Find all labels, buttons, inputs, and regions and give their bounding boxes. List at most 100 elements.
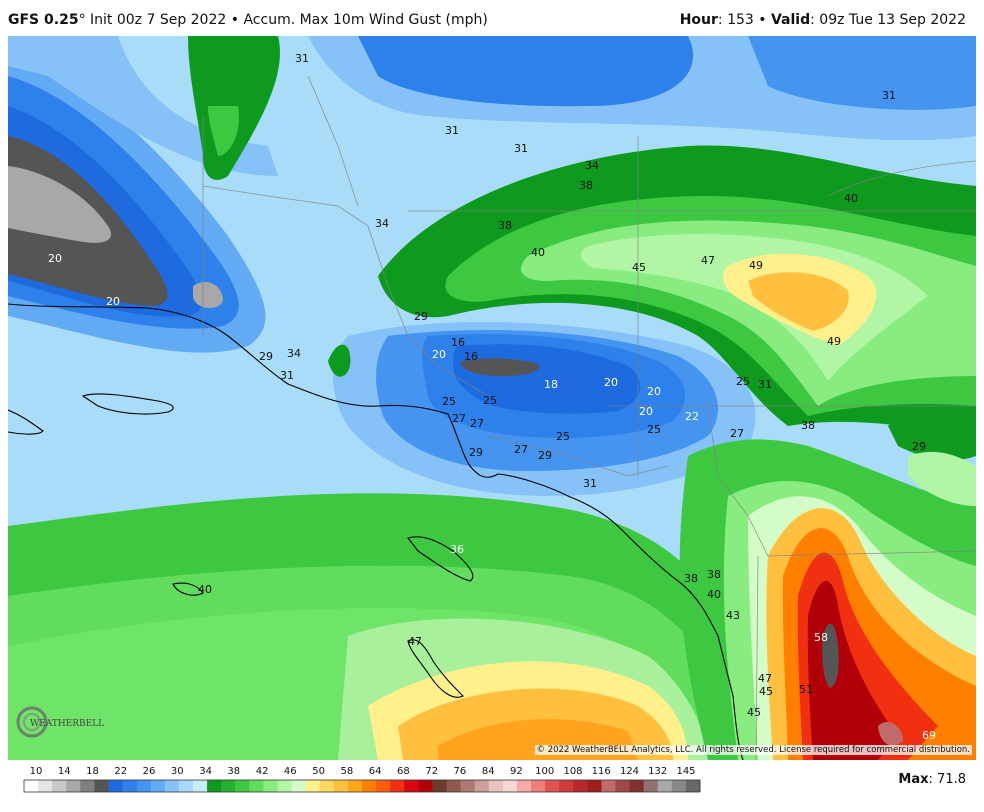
legend-swatch [178,780,194,792]
legend-swatch [221,780,236,792]
contour-label: 34 [287,347,301,360]
header-title: GFS 0.25° Init 00z 7 Sep 2022 • Accum. M… [8,12,488,28]
init-time: Init 00z 7 Sep 2022 [90,12,227,28]
legend-swatch [347,780,363,792]
contour-label: 31 [445,124,459,137]
legend-swatch [150,780,166,792]
legend-swatch [362,780,377,792]
contour-label: 20 [48,252,62,265]
legend-swatch [615,780,630,792]
legend-tick: 92 [510,766,523,777]
legend-swatch [277,780,292,792]
contour-label: 27 [514,443,528,456]
contour-label: 58 [814,631,828,644]
contour-label: 49 [827,335,841,348]
map-header: GFS 0.25° Init 00z 7 Sep 2022 • Accum. M… [0,0,984,36]
legend-tick: 116 [592,766,611,777]
contour-label: 38 [684,572,698,585]
legend-swatch [319,780,335,792]
contour-label: 43 [726,609,740,622]
contour-label: 47 [701,254,715,267]
contour-label: 45 [632,261,646,274]
contour-label: 47 [408,635,422,648]
legend-tick: 58 [341,766,354,777]
contour-label: 69 [922,729,936,742]
legend-swatch [587,780,602,792]
legend-tick: 124 [620,766,639,777]
contour-label: 40 [531,246,545,259]
contour-label: 16 [464,350,478,363]
bullet-separator: • [230,12,240,28]
valid-value: : 09z Tue 13 Sep 2022 [810,12,966,28]
max-label: Max [898,772,929,787]
legend-swatch [573,780,588,792]
contour-label: 40 [707,588,721,601]
legend-swatch [122,780,138,792]
legend-tick: 72 [425,766,438,777]
contour-label: 38 [801,419,815,432]
legend-swatch [502,780,518,792]
contour-label: 31 [758,378,772,391]
legend-swatch [263,780,278,792]
legend-tick: 64 [369,766,382,777]
max-number: : 71.8 [928,772,966,787]
max-value: Max: 71.8 [898,772,966,787]
legend-swatch [474,780,490,792]
legend-swatch [432,780,447,792]
weatherbell-logo: WEATHERBELL [14,702,104,750]
contour-label: 51 [799,683,813,696]
legend-swatch [24,780,39,792]
legend-swatch [80,780,95,792]
legend-swatch [164,780,180,792]
contour-label: 31 [514,142,528,155]
legend-swatch [404,780,419,792]
coastline-boundaries [8,303,744,760]
contour-label: 27 [452,412,466,425]
legend-tick: 22 [114,766,127,777]
legend-swatch [671,780,687,792]
legend-tick: 145 [676,766,695,777]
legend-tick: 42 [256,766,269,777]
legend-tick: 26 [143,766,156,777]
legend-swatch [235,780,250,792]
legend-outline [23,779,701,793]
legend-swatch [249,780,264,792]
legend-swatch [390,780,405,792]
model-name: GFS 0.25 [8,12,79,28]
contour-label: 25 [647,423,661,436]
contour-label: 49 [749,259,763,272]
color-legend: 10 14 18 22 26 30 34 38 42 46 50 58 64 68 72 76 84 92 100 1… [0,760,984,808]
contour-label: 20 [432,348,446,361]
legend-swatch [559,780,574,792]
contour-label: 38 [579,179,593,192]
legend-tick: 68 [397,766,410,777]
legend-swatch [531,780,546,792]
legend-color-bar [23,779,701,793]
legend-swatch [108,780,123,792]
contour-label: 34 [375,217,389,230]
legend-swatch [38,780,53,792]
legend-swatch [488,780,504,792]
legend-swatch [601,780,616,792]
shaded-contours [8,36,976,760]
legend-tick: 18 [86,766,99,777]
contour-label: 29 [469,446,483,459]
legend-tick: 84 [482,766,495,777]
legend-tick: 38 [227,766,240,777]
contour-label: 40 [844,192,858,205]
contour-label: 29 [538,449,552,462]
contour-label: 29 [259,350,273,363]
logo-text: WEATHERBELL [30,719,104,729]
legend-swatch [460,780,476,792]
legend-swatch [66,780,81,792]
header-valid-time: Hour: 153 • Valid: 09z Tue 13 Sep 2022 [680,12,966,28]
contour-label: 22 [685,410,699,423]
contour-label: 25 [483,394,497,407]
legend-tick: 30 [171,766,184,777]
contour-label: 25 [556,430,570,443]
legend-swatch [193,780,208,792]
legend-tick: 132 [648,766,667,777]
legend-swatch [516,780,532,792]
